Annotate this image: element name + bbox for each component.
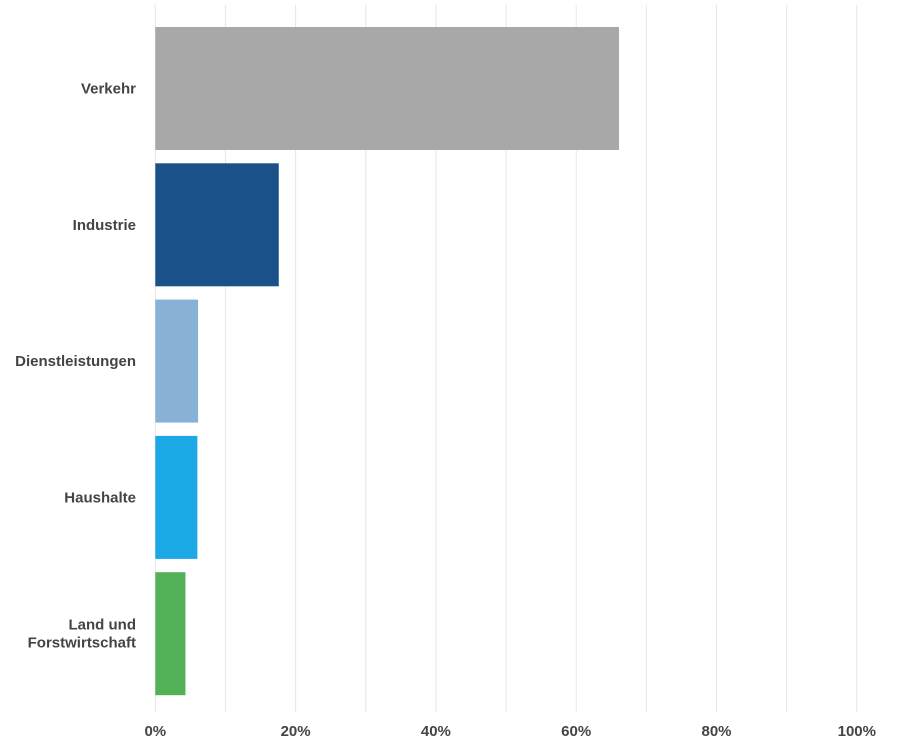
category-label: Dienstleistungen [15,353,136,370]
category-labels: Verkehr Industrie Dienstleistungen Haushalt… [15,81,136,652]
bars [155,27,619,696]
x-axis-tick-labels: 0% 20% 40% 60% 80% 100% [144,723,876,740]
category-label: Land und Forstwirtschaft [28,617,136,652]
bar-industrie [155,163,279,287]
bar-verkehr [155,27,619,150]
category-label-line: Dienstleistungen [15,353,136,370]
x-tick-label: 0% [144,723,166,740]
category-label-line: Forstwirtschaft [28,635,136,652]
bar-haushalte [155,435,198,559]
x-tick-label: 20% [281,723,311,740]
category-label-line: Haushalte [64,489,136,506]
category-label-line: Land und [69,617,137,634]
bar-dienstleistungen [155,299,199,423]
x-tick-label: 40% [421,723,451,740]
category-label: Verkehr [81,81,136,98]
category-label-line: Industrie [73,217,136,234]
x-tick-label: 100% [838,723,876,740]
x-tick-label: 80% [701,723,731,740]
category-label: Haushalte [64,489,136,506]
x-tick-label: 60% [561,723,591,740]
category-label-line: Verkehr [81,81,136,98]
category-label: Industrie [73,217,136,234]
bar-land-und-forstwirtschaft [155,572,186,696]
